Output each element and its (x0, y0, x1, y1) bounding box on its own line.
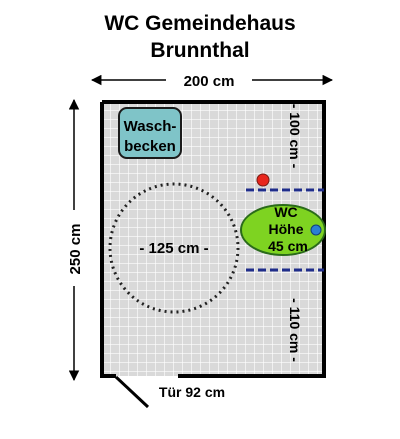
diagram-title: WC Gemeindehaus Brunnthal (0, 10, 400, 64)
room-walls (100, 100, 326, 378)
red-marker (256, 173, 270, 187)
wc-label-line-3: 45 cm (268, 238, 308, 254)
door-label: Tür 92 cm (159, 384, 225, 400)
top-right-dimension-label: - 100 cm - (287, 104, 303, 169)
sink (118, 107, 182, 159)
title-line-1: WC Gemeindehaus (104, 12, 296, 35)
door-leaf (114, 375, 150, 409)
title-line-2: Brunnthal (150, 39, 250, 62)
turning-circle (108, 182, 240, 314)
blue-marker (310, 224, 322, 236)
turning-circle-label: - 125 cm - (139, 240, 208, 257)
bottom-right-dimension-label: - 110 cm - (287, 298, 303, 362)
wc-bowl (240, 204, 326, 256)
sink-label-line-1: Wasch- (124, 118, 177, 135)
width-label: 200 cm (184, 73, 235, 90)
wc-label-line-1: WC (274, 204, 297, 220)
wc-label-line-2: Höhe (269, 221, 304, 237)
height-label: 250 cm (67, 224, 84, 275)
sink-label-line-2: becken (124, 138, 176, 155)
